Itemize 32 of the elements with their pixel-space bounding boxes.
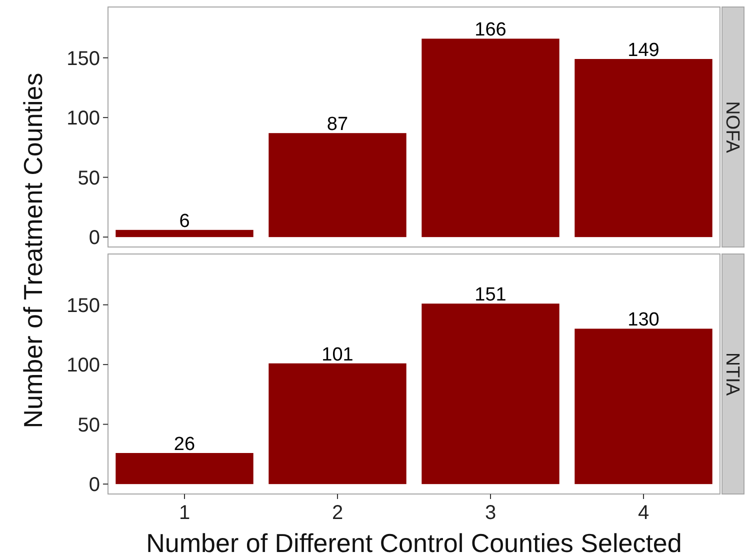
y-tick-label: 100 — [66, 108, 100, 130]
x-tick-label: 3 — [484, 502, 496, 524]
text: NOFA — [721, 101, 742, 154]
y-tick-label: 150 — [66, 294, 100, 317]
y-tick-label: 150 — [66, 48, 100, 70]
bar — [422, 38, 560, 238]
data-label: 26 — [174, 434, 196, 456]
data-label: 130 — [628, 310, 660, 331]
data-label: 149 — [628, 40, 660, 61]
bar — [116, 453, 254, 484]
bar — [268, 133, 406, 238]
data-label: 166 — [474, 20, 506, 41]
bar — [268, 363, 406, 484]
x-tick-label: 1 — [178, 502, 190, 524]
y-tick-label: 50 — [78, 414, 100, 436]
y-tick-label: 50 — [78, 167, 100, 190]
y-axis-title: Number of Treatment Counties — [18, 72, 48, 428]
data-label: 151 — [474, 284, 506, 306]
x-tick-label: 4 — [638, 502, 650, 524]
x-tick-label: 2 — [332, 502, 344, 524]
data-label: 87 — [326, 114, 348, 136]
y-tick-label: 0 — [88, 474, 100, 496]
bar — [574, 328, 712, 484]
bar — [574, 58, 712, 238]
data-label: 101 — [322, 344, 354, 366]
text: NTIA — [721, 352, 742, 396]
bar — [422, 304, 560, 484]
y-tick-label: 100 — [66, 354, 100, 377]
bar — [116, 230, 254, 238]
y-tick-label: 0 — [88, 227, 100, 250]
x-axis-title: Number of Different Control Counties Selected — [146, 528, 682, 558]
data-label: 6 — [179, 210, 190, 232]
